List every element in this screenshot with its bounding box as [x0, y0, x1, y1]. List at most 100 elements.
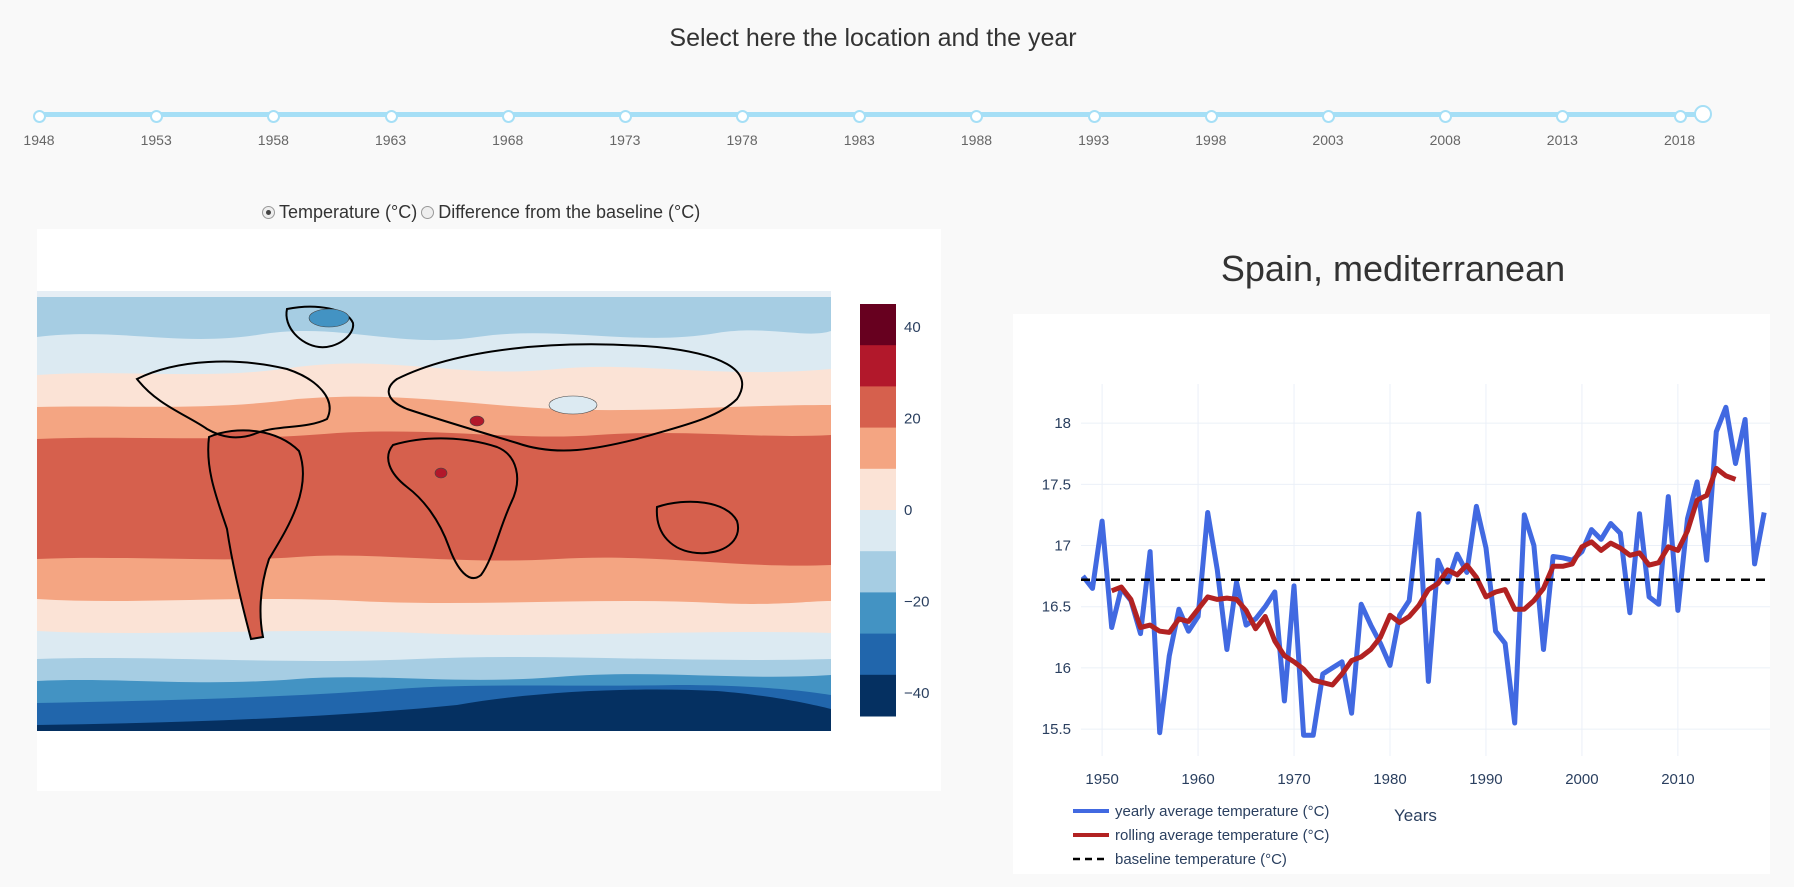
chart-grid-x [1101, 384, 1679, 756]
slider-mark-2003[interactable]: 2003 [1312, 132, 1344, 148]
radio-temperature[interactable]: Temperature (°C) [262, 202, 417, 223]
year-slider-handle[interactable] [1694, 105, 1712, 123]
colorbar-band-6 [860, 551, 896, 593]
map-colorbar: 40 20 0 −20 −40 [860, 304, 929, 717]
chart-title: Spain, mediterranean [1220, 248, 1566, 289]
slider-dot-1978[interactable] [736, 110, 750, 123]
slider-dot-2008[interactable] [1439, 110, 1453, 123]
radio-temperature-label: Temperature (°C) [279, 202, 418, 222]
colorbar-band-8 [860, 633, 896, 676]
year-slider-rail[interactable] [39, 112, 1704, 117]
colorbar-band-4 [860, 468, 896, 511]
slider-dot-1963[interactable] [384, 110, 398, 123]
y-tick-label: 15.5 [1042, 721, 1071, 738]
x-tick-label: 1950 [1085, 771, 1118, 788]
slider-mark-1958[interactable]: 1958 [257, 132, 289, 148]
colorbar-tick-label: 20 [904, 410, 921, 427]
slider-mark-1978[interactable]: 1978 [726, 132, 758, 148]
chart-grid-y [1081, 422, 1770, 730]
contour-antarctic-coldest [37, 689, 831, 731]
x-tick-label: 1990 [1469, 771, 1502, 788]
radio-checked-icon[interactable] [262, 206, 275, 219]
slider-mark-1993[interactable]: 1993 [1078, 132, 1110, 148]
yearly-average-line[interactable] [1080, 404, 1767, 738]
x-tick-label: 2010 [1661, 771, 1694, 788]
slider-dot-1958[interactable] [267, 110, 281, 123]
y-tick-label: 16.5 [1042, 599, 1071, 616]
slider-dot-2018[interactable] [1673, 110, 1687, 123]
greenland-outline [285, 305, 355, 349]
africa-outline [387, 437, 519, 579]
legend-yearly-label[interactable]: yearly average temperature (°C) [1115, 803, 1329, 820]
south-america-outline [207, 429, 304, 641]
x-tick-label: 1980 [1373, 771, 1406, 788]
radio-difference[interactable]: Difference from the baseline (°C) [421, 202, 700, 223]
chart-x-ticks: 1950 1960 1970 1980 1990 2000 2010 [1085, 771, 1694, 788]
temperature-chart[interactable]: 1950 1960 1970 1980 1990 2000 2010 15.5 16 16.5 1… [1013, 314, 1770, 874]
slider-mark-1953[interactable]: 1953 [140, 132, 172, 148]
slider-mark-2013[interactable]: 2013 [1546, 132, 1578, 148]
slider-dot-1973[interactable] [618, 110, 632, 123]
chart-lines [1080, 404, 1770, 738]
slider-dot-1948[interactable] [33, 110, 46, 123]
legend-baseline-label[interactable]: baseline temperature (°C) [1115, 851, 1287, 868]
colorbar-tick-label: 40 [904, 319, 921, 336]
rolling-average-line[interactable] [1110, 465, 1737, 688]
radio-unchecked-icon[interactable] [421, 206, 435, 219]
slider-mark-2008[interactable]: 2008 [1429, 132, 1461, 148]
legend-rolling-label[interactable]: rolling average temperature (°C) [1115, 827, 1329, 844]
x-tick-label: 1970 [1277, 771, 1310, 788]
map-svg: 40 20 0 −20 −40 [37, 291, 929, 731]
slider-dot-2003[interactable] [1322, 110, 1335, 123]
page-title: Select here the location and the year [669, 24, 1077, 52]
radio-difference-label: Difference from the baseline (°C) [438, 202, 701, 222]
arabia-hot-spot [469, 415, 485, 427]
world-temperature-map[interactable]: 40 20 0 −20 −40 [37, 229, 941, 791]
slider-mark-1973[interactable]: 1973 [609, 132, 641, 148]
slider-dot-1968[interactable] [501, 110, 515, 123]
x-tick-label: 2000 [1565, 771, 1598, 788]
temperature-contours [37, 297, 831, 731]
colorbar-tick-label: −20 [904, 594, 929, 611]
colorbar-tick-label: 0 [904, 502, 912, 519]
slider-dot-1983[interactable] [853, 110, 867, 123]
map-mode-radio-group: Temperature (°C) Difference from the bas… [262, 202, 704, 223]
y-tick-label: 17.5 [1042, 476, 1071, 493]
chart-legend: yearly average temperature (°C) rolling … [1073, 803, 1329, 868]
colorbar-band-0 [860, 304, 896, 346]
y-tick-label: 18 [1054, 415, 1071, 432]
x-axis-label: Years [1394, 806, 1437, 825]
slider-dot-2013[interactable] [1556, 110, 1570, 123]
map-top-edge [37, 291, 831, 297]
slider-dot-1998[interactable] [1204, 110, 1218, 123]
x-tick-label: 1960 [1181, 771, 1214, 788]
colorbar-band-7 [860, 592, 896, 635]
slider-mark-2018[interactable]: 2018 [1663, 132, 1696, 148]
australia-outline [655, 500, 740, 555]
slider-mark-1948[interactable]: 1948 [23, 132, 55, 148]
slider-mark-1988[interactable]: 1988 [960, 132, 993, 148]
slider-mark-1963[interactable]: 1963 [374, 132, 407, 148]
slider-mark-1998[interactable]: 1998 [1195, 132, 1227, 148]
eurasia-outline [387, 343, 744, 452]
chart-y-ticks: 15.5 16 16.5 17 17.5 18 [1042, 415, 1071, 738]
slider-dot-1953[interactable] [150, 110, 164, 123]
chart-svg: 1950 1960 1970 1980 1990 2000 2010 15.51616.51… [1042, 384, 1770, 868]
year-slider[interactable]: 1948 1953 1958 1963 1968 1973 1978 1983 1988 1993… [0, 100, 1794, 160]
colorbar-band-1 [860, 345, 896, 387]
slider-dot-1988[interactable] [970, 110, 984, 123]
colorbar-band-3 [860, 427, 896, 470]
colorbar-tick-label: −40 [904, 685, 929, 702]
y-tick-label: 17 [1054, 538, 1071, 555]
greenland-cold-spot [308, 308, 350, 328]
contour-tropics [37, 431, 831, 566]
sahara-hot-spot [434, 467, 448, 479]
north-america-outline [135, 360, 331, 439]
colorbar-band-5 [860, 510, 896, 552]
colorbar-band-9 [860, 674, 896, 717]
slider-dot-1993[interactable] [1087, 110, 1101, 123]
slider-mark-1983[interactable]: 1983 [843, 132, 875, 148]
slider-mark-1968[interactable]: 1968 [492, 132, 524, 148]
colorbar-band-2 [860, 386, 896, 429]
tibet-cold-spot [548, 395, 598, 415]
